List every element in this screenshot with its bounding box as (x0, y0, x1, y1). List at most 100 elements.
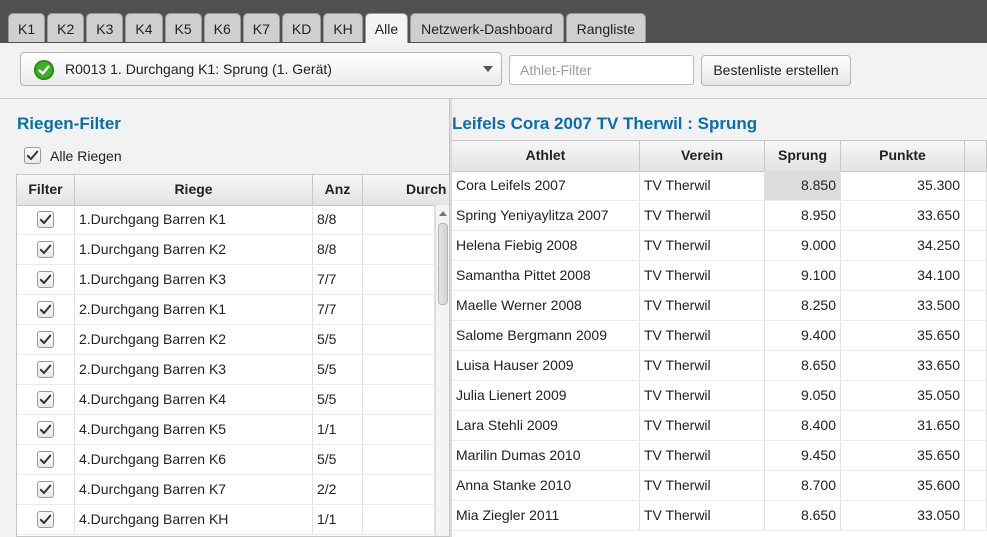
bestenliste-button[interactable]: Bestenliste erstellen (701, 55, 851, 86)
col-header-punkte[interactable]: Punkte (841, 141, 965, 171)
tab-k5[interactable]: K5 (164, 13, 202, 42)
riege-checkbox[interactable] (37, 301, 54, 318)
results-panel: Leifels Cora 2007 TV Therwil : Sprung At… (452, 99, 987, 537)
sprung-cell[interactable]: 8.250 (765, 291, 841, 320)
result-row[interactable]: Julia Lienert 2009 TV Therwil 9.050 35.050 (452, 381, 987, 411)
riege-anz: 1/1 (313, 505, 363, 534)
extra-cell (965, 261, 987, 290)
sprung-cell[interactable]: 8.850 (765, 171, 841, 200)
riege-checkbox[interactable] (37, 421, 54, 438)
tab-k3[interactable]: K3 (86, 13, 124, 42)
result-row[interactable]: Luisa Hauser 2009 TV Therwil 8.650 33.650 (452, 351, 987, 381)
athlet-cell: Samantha Pittet 2008 (452, 261, 640, 290)
riege-row[interactable]: 4.Durchgang Barren K6 5/5 (17, 445, 435, 475)
punkte-cell: 31.650 (841, 411, 965, 440)
result-row[interactable]: Maelle Werner 2008 TV Therwil 8.250 33.500 (452, 291, 987, 321)
riege-checkbox[interactable] (37, 391, 54, 408)
riege-row[interactable]: 2.Durchgang Barren K2 5/5 (17, 325, 435, 355)
extra-cell (965, 321, 987, 350)
athlet-filter-input[interactable] (509, 55, 694, 85)
tab-k1[interactable]: K1 (8, 13, 46, 42)
sprung-cell[interactable]: 8.400 (765, 411, 841, 440)
result-row[interactable]: Anna Stanke 2010 TV Therwil 8.700 35.600 (452, 471, 987, 501)
riege-filter-cell (17, 295, 75, 324)
sprung-cell[interactable]: 9.000 (765, 231, 841, 260)
sprung-cell[interactable]: 9.050 (765, 381, 841, 410)
sprung-cell[interactable]: 9.400 (765, 321, 841, 350)
riege-row[interactable]: 1.Durchgang Barren K3 7/7 (17, 265, 435, 295)
split-divider[interactable] (449, 99, 453, 537)
chevron-down-icon[interactable] (483, 66, 493, 72)
scroll-up-icon[interactable] (439, 211, 447, 216)
result-row[interactable]: Spring Yeniyaylitza 2007 TV Therwil 8.950 3… (452, 201, 987, 231)
riege-durchgang (363, 505, 435, 534)
verein-cell: TV Therwil (640, 471, 765, 500)
riege-row[interactable]: 1.Durchgang Barren K2 8/8 (17, 235, 435, 265)
riege-row[interactable]: 2.Durchgang Barren K3 5/5 (17, 355, 435, 385)
riege-anz: 7/7 (313, 265, 363, 294)
tab-alle[interactable]: Alle (364, 13, 409, 43)
result-row[interactable]: Samantha Pittet 2008 TV Therwil 9.100 34.10… (452, 261, 987, 291)
riege-filter-cell (17, 415, 75, 444)
riege-row[interactable]: 4.Durchgang Barren K7 2/2 (17, 475, 435, 505)
sprung-cell[interactable]: 8.650 (765, 501, 841, 530)
riege-row[interactable]: 4.Durchgang Barren KH 1/1 (17, 505, 435, 535)
sprung-cell[interactable]: 8.650 (765, 351, 841, 380)
sprung-cell[interactable]: 8.700 (765, 471, 841, 500)
tab-k7[interactable]: K7 (242, 13, 280, 42)
col-header-filter[interactable]: Filter (17, 175, 75, 205)
col-header-verein[interactable]: Verein (640, 141, 765, 171)
tab-kd[interactable]: KD (281, 13, 322, 42)
sprung-cell[interactable]: 8.950 (765, 201, 841, 230)
riege-durchgang (363, 235, 435, 264)
sprung-cell[interactable]: 9.450 (765, 441, 841, 470)
col-header-anz[interactable]: Anz (313, 175, 363, 205)
tab-kh[interactable]: KH (323, 13, 363, 42)
durchgang-select[interactable]: R0013 1. Durchgang K1: Sprung (1. Gerät) (20, 52, 502, 86)
result-row[interactable]: Marilin Dumas 2010 TV Therwil 9.450 35.650 (452, 441, 987, 471)
riege-filter-cell (17, 205, 75, 234)
riege-checkbox[interactable] (37, 241, 54, 258)
riege-checkbox[interactable] (37, 211, 54, 228)
result-row[interactable]: Mia Ziegler 2011 TV Therwil 8.650 33.050 (452, 501, 987, 531)
riege-durchgang (363, 355, 435, 384)
result-row[interactable]: Salome Bergmann 2009 TV Therwil 9.400 35.65… (452, 321, 987, 351)
result-row[interactable]: Lara Stehli 2009 TV Therwil 8.400 31.650 (452, 411, 987, 441)
athlet-cell: Julia Lienert 2009 (452, 381, 640, 410)
riege-name: 4.Durchgang Barren KH (75, 505, 313, 534)
tab-k6[interactable]: K6 (203, 13, 241, 42)
col-header-riege[interactable]: Riege (75, 175, 313, 205)
alle-riegen-checkbox[interactable] (24, 147, 41, 164)
tab-netzwerk-dashboard[interactable]: Netzwerk-Dashboard (410, 13, 564, 42)
extra-cell (965, 171, 987, 200)
sprung-cell[interactable]: 9.100 (765, 261, 841, 290)
riege-name: 4.Durchgang Barren K5 (75, 415, 313, 444)
riege-row[interactable]: 2.Durchgang Barren K1 7/7 (17, 295, 435, 325)
tab-k4[interactable]: K4 (125, 13, 163, 42)
col-header-athlet[interactable]: Athlet (452, 141, 640, 171)
riege-checkbox[interactable] (37, 331, 54, 348)
tab-rangliste[interactable]: Rangliste (565, 13, 647, 42)
riege-checkbox[interactable] (37, 481, 54, 498)
riege-anz: 7/7 (313, 295, 363, 324)
riegen-scrollbar[interactable] (435, 205, 449, 536)
riege-checkbox[interactable] (37, 361, 54, 378)
riege-checkbox[interactable] (37, 451, 54, 468)
result-row[interactable]: Helena Fiebig 2008 TV Therwil 9.000 34.250 (452, 231, 987, 261)
col-header-sprung[interactable]: Sprung (765, 141, 841, 171)
result-row[interactable]: Cora Leifels 2007 TV Therwil 8.850 35.300 (452, 171, 987, 201)
riege-name: 4.Durchgang Barren K6 (75, 445, 313, 474)
scrollbar-thumb[interactable] (438, 223, 448, 305)
col-header-durchgang[interactable]: Durch (363, 175, 449, 205)
riege-durchgang (363, 265, 435, 294)
riege-row[interactable]: 4.Durchgang Barren K4 5/5 (17, 385, 435, 415)
riege-name: 4.Durchgang Barren K4 (75, 385, 313, 414)
riege-checkbox[interactable] (37, 271, 54, 288)
riege-name: 2.Durchgang Barren K1 (75, 295, 313, 324)
riege-row[interactable]: 1.Durchgang Barren K1 8/8 (17, 205, 435, 235)
riege-filter-cell (17, 505, 75, 534)
tab-k2[interactable]: K2 (47, 13, 85, 42)
punkte-cell: 33.500 (841, 291, 965, 320)
riege-checkbox[interactable] (37, 511, 54, 528)
riege-row[interactable]: 4.Durchgang Barren K5 1/1 (17, 415, 435, 445)
